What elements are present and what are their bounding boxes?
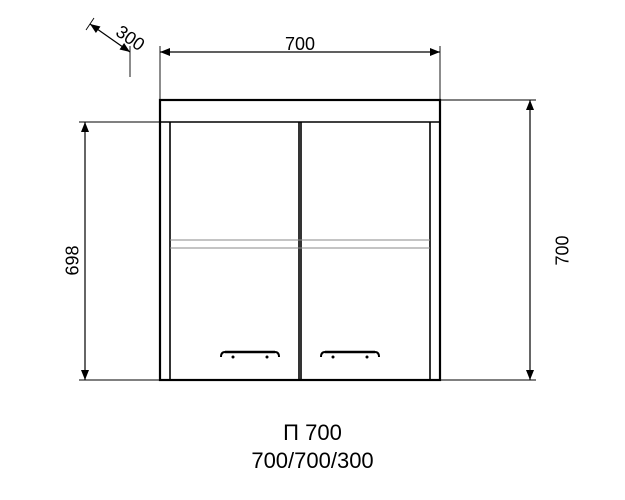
dim-height-inner-label: 698 [63,245,84,275]
model-label: П 700 [0,420,625,446]
dim-width-label: 700 [285,34,315,55]
dim-height-outer-label: 700 [553,235,574,265]
drawing-canvas: 300 700 700 698 П 700 700/700/300 [0,0,625,500]
dimensions-summary: 700/700/300 [0,448,625,474]
